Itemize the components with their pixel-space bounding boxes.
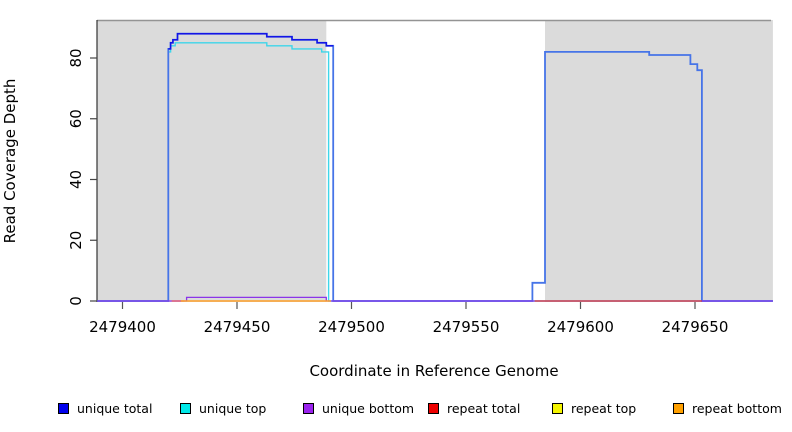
y-tick-label: 60: [67, 109, 85, 128]
legend-label: unique total: [77, 401, 153, 416]
legend-label: repeat top: [571, 401, 637, 416]
legend-label: repeat bottom: [692, 401, 782, 416]
x-tick-label: 2479400: [89, 318, 156, 336]
legend-swatch-unique-total: [58, 403, 69, 414]
legend-swatch-unique-top: [180, 403, 191, 414]
y-axis-title: Read Coverage Depth: [1, 79, 19, 244]
legend-item-repeat-bottom: repeat bottom: [673, 401, 782, 416]
series-lines: [97, 32, 773, 302]
legend-label: unique bottom: [322, 401, 415, 416]
legend-item-unique-top: unique top: [180, 401, 266, 416]
y-tick-label: 80: [67, 48, 85, 67]
legend-item-repeat-top: repeat top: [552, 401, 636, 416]
y-tick-label: 0: [67, 296, 85, 306]
legend: unique total unique top unique bottom repea…: [0, 401, 792, 421]
y-tick-label: 40: [67, 170, 85, 189]
x-tick-label: 2479600: [547, 318, 614, 336]
legend-item-unique-total: unique total: [58, 401, 152, 416]
x-tick-label: 2479450: [204, 318, 271, 336]
series-line-unique-total-top: [168, 32, 334, 50]
legend-label: repeat total: [447, 401, 521, 416]
legend-item-unique-bottom: unique bottom: [303, 401, 414, 416]
series-line-unique-top-line: [97, 42, 773, 302]
y-tick-label: 20: [67, 231, 85, 250]
legend-swatch-repeat-bottom: [673, 403, 684, 414]
shaded-region: [545, 20, 773, 302]
plot-canvas: 0 20 40 60 80 2479400 2479450 2479500 2479550 247…: [1, 19, 773, 380]
shaded-region: [97, 20, 327, 302]
legend-swatch-repeat-top: [552, 403, 563, 414]
legend-item-repeat-total: repeat total: [428, 401, 520, 416]
x-tick-label: 2479550: [433, 318, 500, 336]
legend-swatch-unique-bottom: [303, 403, 314, 414]
legend-swatch-repeat-total: [428, 403, 439, 414]
axes: 0 20 40 60 80 2479400 2479450 2479500 2479550 247…: [67, 20, 728, 336]
shaded-regions: [97, 20, 773, 302]
x-axis-title: Coordinate in Reference Genome: [309, 362, 558, 380]
x-tick-label: 2479500: [318, 318, 385, 336]
x-tick-label: 2479650: [662, 318, 729, 336]
legend-label: unique top: [199, 401, 267, 416]
